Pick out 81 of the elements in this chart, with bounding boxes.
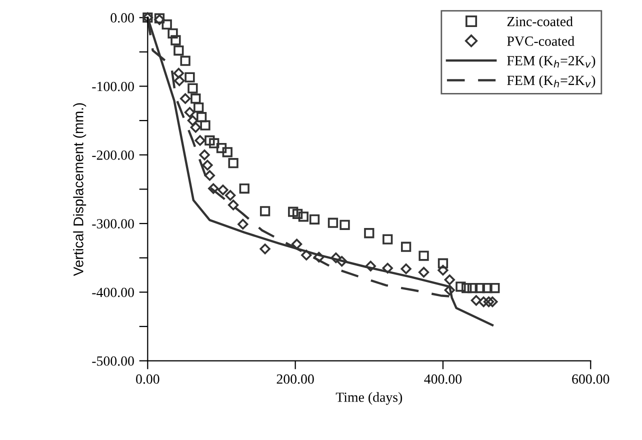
point [418,266,430,278]
point [168,28,178,38]
point [438,258,448,268]
point [170,35,181,46]
y-tick-label: 0.00 [110,13,134,23]
point [292,208,303,219]
y-tick-label: -200.00 [92,150,134,160]
point [225,190,236,201]
point [456,282,466,292]
point [438,264,448,276]
point [382,234,393,244]
point [200,120,210,130]
point [288,206,298,217]
y-axis-title: Vertical Displacement (mm.) [73,103,86,276]
point [444,274,455,286]
x-axis-title: Time (days) [336,392,402,405]
point [204,170,215,181]
point [194,102,204,113]
x-tick-label: 0.00 [136,374,160,384]
point [202,160,213,170]
point [301,250,312,260]
point [470,295,482,306]
point [490,282,500,294]
point [482,282,492,294]
point [228,200,239,210]
point [216,142,227,154]
point [487,296,498,308]
point [222,147,232,158]
point [190,122,201,133]
point [298,212,309,222]
point [196,112,207,122]
point [400,264,412,274]
x-tick-label: 200.00 [276,374,314,384]
point [190,94,201,104]
legend-label: PVC-coated [507,36,574,46]
legend-label: FEM (K$_{h}$=2K$_{v}$) [507,75,596,88]
x-tick-label: 600.00 [572,374,610,384]
point [239,183,250,194]
point [336,256,348,267]
point [309,214,320,224]
point [184,72,195,82]
point [188,83,198,94]
y-tick-label: -100.00 [92,82,134,92]
point [204,135,215,146]
point [199,150,210,160]
point [330,252,342,264]
point [478,296,489,308]
point [400,242,412,252]
point [260,206,270,216]
point [365,260,376,272]
point [187,115,198,126]
point [291,238,302,250]
legend-label: Zinc-coated [507,16,573,26]
point [462,282,472,294]
point [418,250,429,261]
y-tick-label: -400.00 [92,288,134,298]
point [180,93,191,104]
point [228,158,238,168]
legend-label: FEM (K$_{h}$=2K$_{v}$) [507,56,596,68]
point [467,282,478,294]
point [340,220,350,230]
point [209,138,220,148]
x-tick-label: 400.00 [424,374,462,384]
point [364,228,374,238]
point [238,218,248,230]
point [218,184,228,196]
point [194,135,206,146]
point [162,19,172,30]
point [328,218,338,228]
point [184,107,196,118]
point [382,262,393,274]
y-tick-label: -300.00 [92,219,134,229]
point [174,45,184,56]
point [208,183,219,194]
point [483,296,494,308]
point [173,68,184,79]
point [444,284,455,296]
point [260,244,270,254]
point [174,75,185,86]
y-tick-label: -500.00 [92,356,134,366]
point [180,56,190,66]
